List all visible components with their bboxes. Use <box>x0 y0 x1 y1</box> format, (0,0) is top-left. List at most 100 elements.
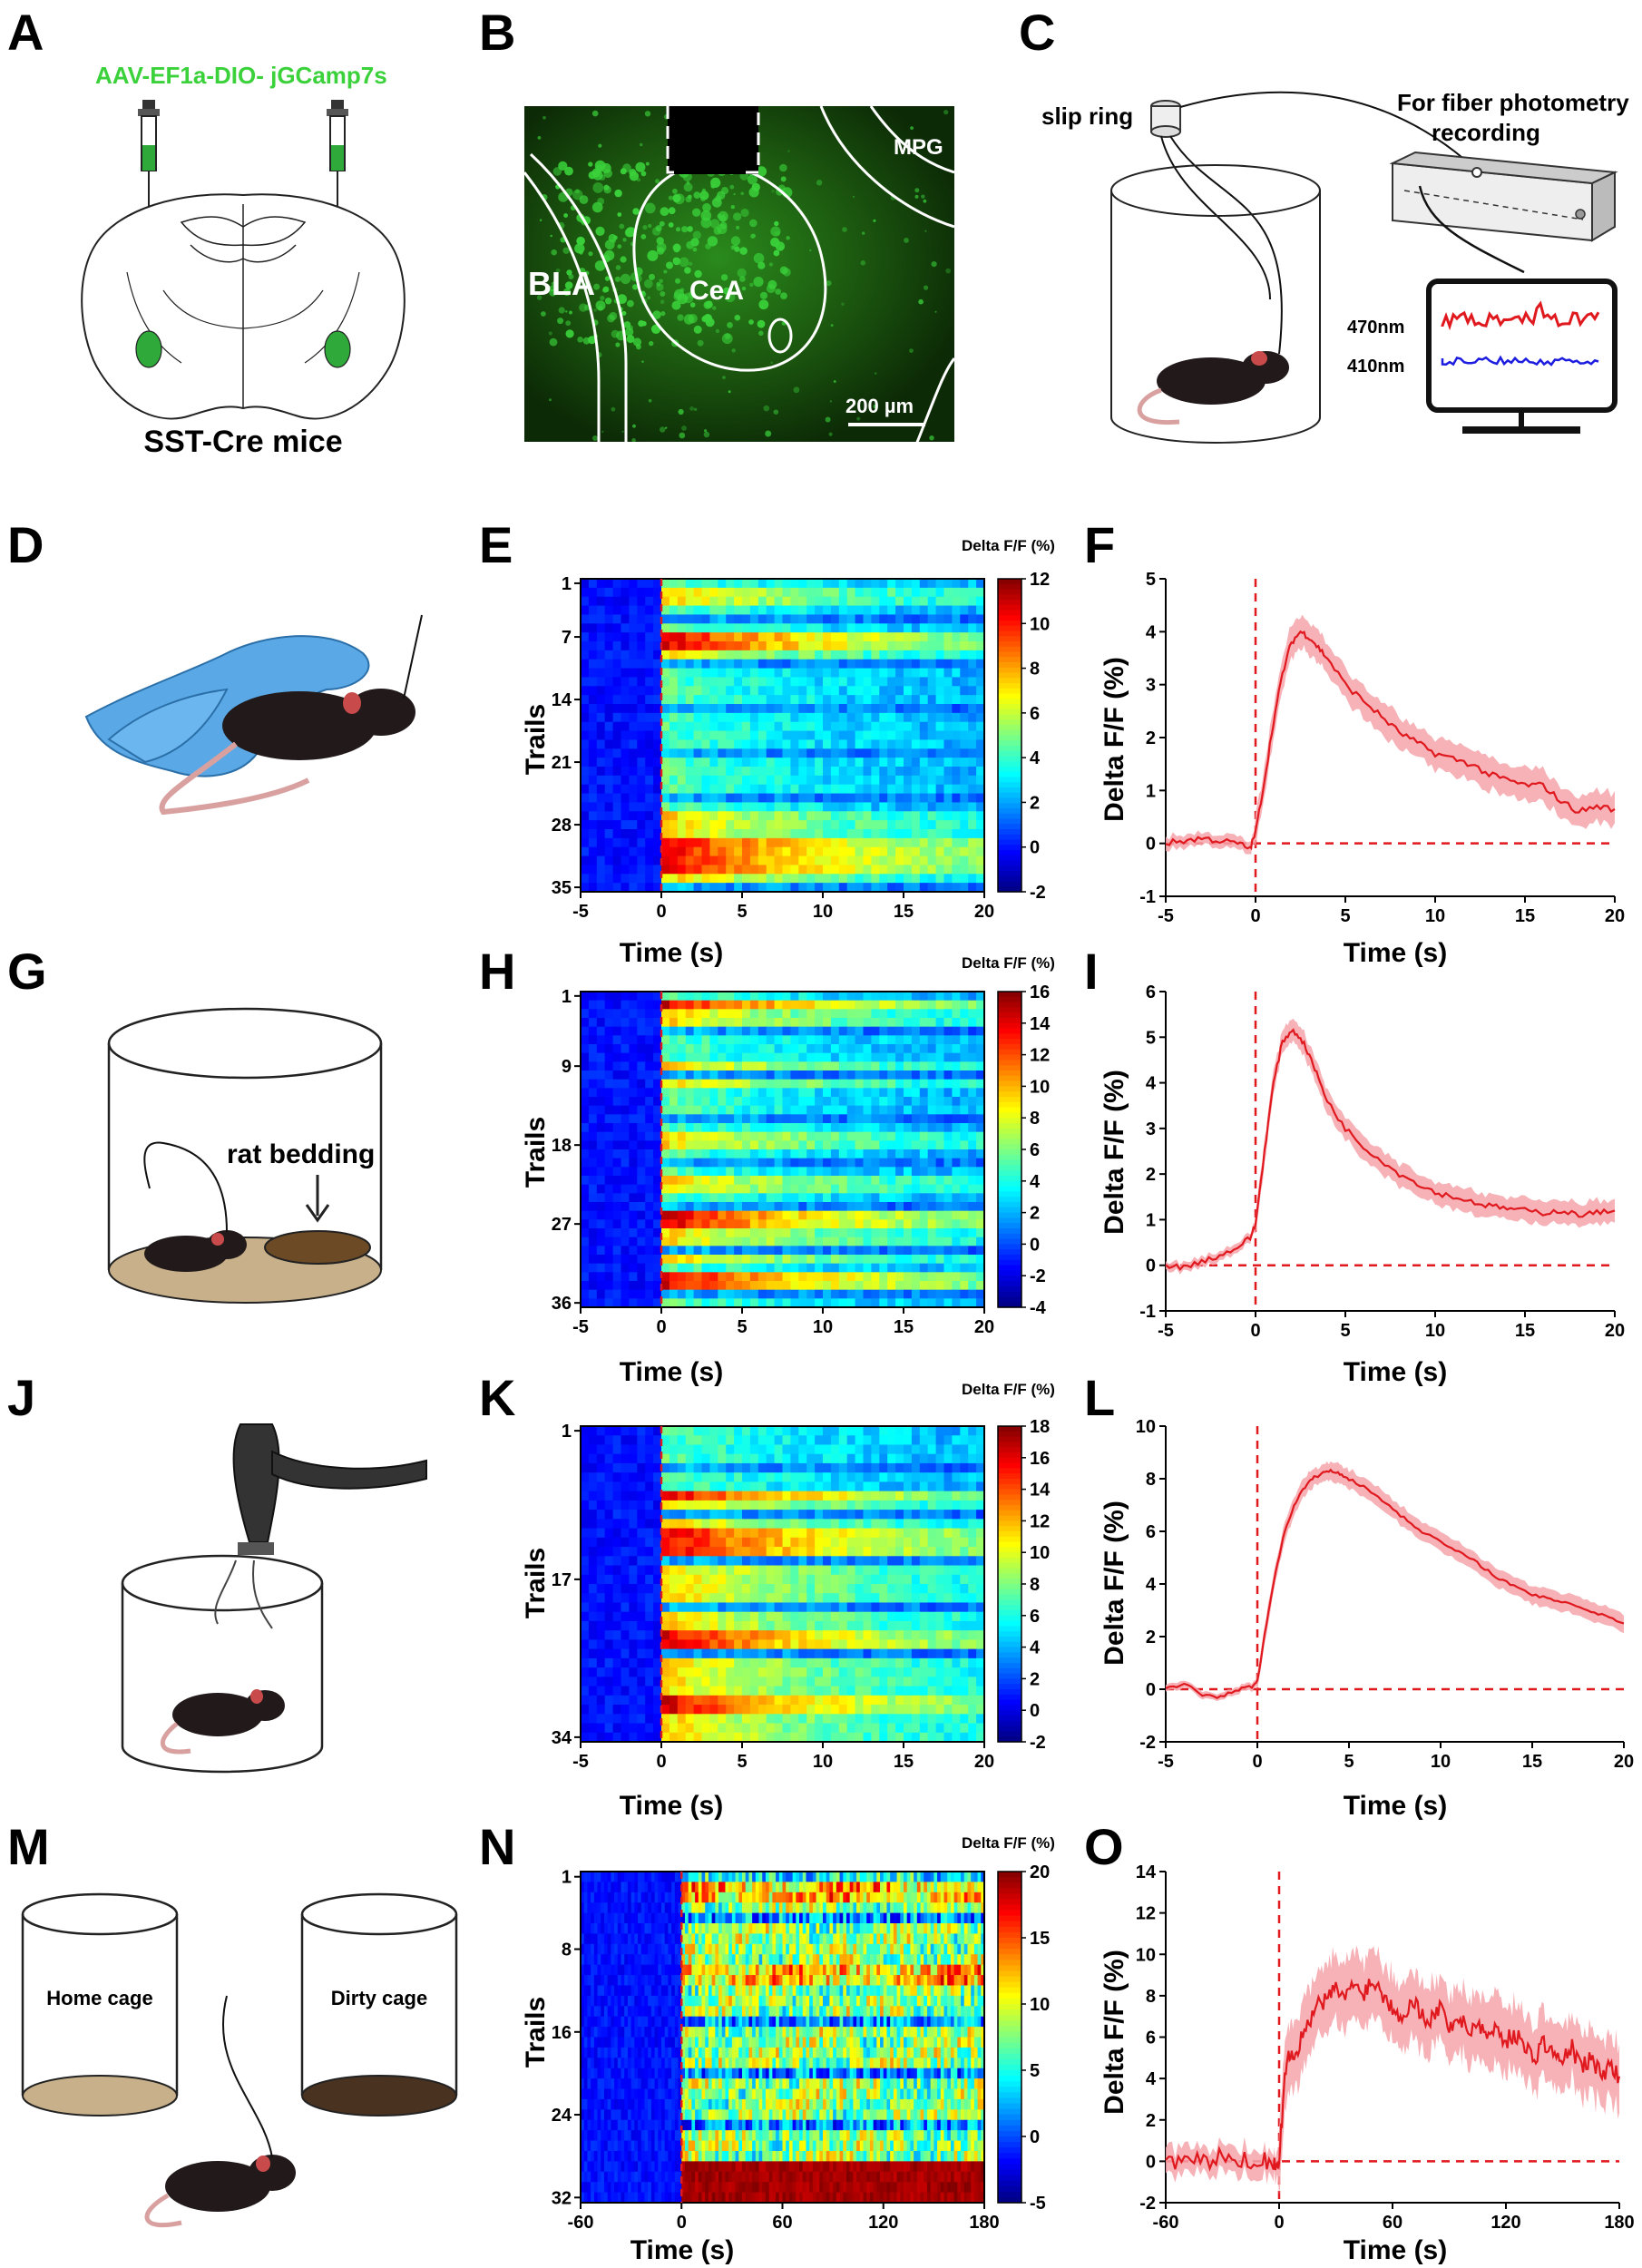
heatmap-cell-h <box>919 1131 929 1141</box>
heatmap-cell-e <box>927 855 937 866</box>
heatmap-cell-k <box>701 1472 710 1483</box>
heatmap-cell-k <box>669 1537 679 1548</box>
heatmap-cell-h <box>976 1140 985 1150</box>
heatmap-cell-e <box>855 775 865 786</box>
heatmap-cell-h <box>846 1202 856 1212</box>
heatmap-cell-e <box>782 846 791 857</box>
heatmap-cell-e <box>943 802 953 812</box>
colorbar-step-e <box>998 829 1021 836</box>
heatmap-cell-h <box>645 1281 654 1291</box>
heatmap-cell-h <box>943 1289 953 1299</box>
heatmap-cell-h <box>782 1026 791 1036</box>
heatmap-cell-e <box>734 695 743 705</box>
heatmap-cell-e <box>766 837 776 848</box>
heatmap-cell-h <box>823 992 832 1002</box>
heatmap-cell-k <box>895 1462 904 1473</box>
heatmap-cell-h <box>855 1272 865 1282</box>
heatmap-cell-e <box>685 605 695 616</box>
heatmap-cell-e <box>815 579 824 589</box>
heatmap-cell-e <box>879 802 888 812</box>
neuron-dot <box>617 294 627 304</box>
heatmap-cell-e <box>904 837 913 848</box>
heatmap-cell-h <box>718 1263 727 1273</box>
heatmap-cell-k <box>629 1556 638 1567</box>
colorbar-step-h <box>998 1107 1021 1113</box>
colorbar-step-h <box>998 1139 1021 1145</box>
heatmap-cell-e <box>734 775 743 786</box>
colorbar-step-e <box>998 808 1021 815</box>
heatmap-cell-e <box>863 605 872 616</box>
heatmap-cell-e <box>661 874 670 884</box>
heatmap-cell-k <box>766 1435 776 1446</box>
heatmap-cell-e <box>935 668 945 679</box>
heatmap-cell-h <box>806 1237 816 1246</box>
heatmap-cell-e <box>790 758 799 767</box>
heatmap-cell-k <box>612 1481 622 1492</box>
heatmap-cell-e <box>701 704 710 714</box>
heatmap-cell-e <box>653 587 662 598</box>
heatmap-cell-k <box>927 1491 937 1501</box>
heatmap-cell-e <box>653 767 662 777</box>
heatmap-cell-h <box>879 1176 888 1186</box>
heatmap-cell-e <box>960 855 969 866</box>
heatmap-cell-e <box>798 712 807 723</box>
heatmap-cell-k <box>718 1453 727 1464</box>
heatmap-cell-h <box>830 1123 840 1133</box>
heatmap-cell-k <box>895 1510 904 1520</box>
heatmap-cell-e <box>581 579 590 589</box>
heatmap-cell-h <box>798 1097 807 1107</box>
heatmap-cell-h <box>790 992 799 1002</box>
heatmap-cell-k <box>927 1547 937 1557</box>
heatmap-cell-k <box>734 1462 743 1473</box>
heatmap-cell-h <box>782 1228 791 1238</box>
heatmap-cell-e <box>701 829 710 839</box>
heatmap-cell-h <box>863 1281 872 1291</box>
heatmap-cell-e <box>823 721 832 732</box>
heatmap-cell-h <box>766 1210 776 1220</box>
heatmap-cell-h <box>968 1131 977 1141</box>
heatmap-cell-h <box>815 1061 824 1071</box>
heatmap-cell-e <box>588 677 598 687</box>
heatmap-cell-h <box>806 1210 816 1220</box>
neuron-dot <box>593 283 601 290</box>
heatmap-cell-h <box>968 1281 977 1291</box>
heatmap-cell-k <box>782 1528 791 1539</box>
heatmap-cell-e <box>846 677 856 687</box>
heatmap-cell-h <box>621 1298 630 1308</box>
heatmap-cell-e <box>693 704 703 714</box>
heatmap-cell-e <box>887 659 896 670</box>
heatmap-cell-k <box>943 1462 953 1473</box>
heatmap-cell-h <box>677 1009 687 1019</box>
heatmap-cell-e <box>863 811 872 821</box>
heatmap-cell-k <box>742 1528 751 1539</box>
heatmap-cell-h <box>806 1219 816 1229</box>
heatmap-cell-k <box>887 1500 896 1510</box>
heatmap-cell-e <box>612 596 622 607</box>
heatmap-cell-h <box>685 1026 695 1036</box>
heatmap-cell-e <box>976 730 985 741</box>
neuron-dot <box>725 292 736 303</box>
heatmap-cell-h <box>830 1219 840 1229</box>
heatmap-cell-e <box>968 596 977 607</box>
heatmap-cell-h <box>943 1219 953 1229</box>
colorbar-step-h <box>998 1291 1021 1297</box>
neuron-dot <box>626 335 635 344</box>
colorbar-step-e <box>998 579 1021 585</box>
neuron-dot <box>833 380 836 383</box>
heatmap-cell-h <box>919 1044 929 1054</box>
heatmap-cell-h <box>637 1123 646 1133</box>
heatmap-cell-h <box>774 1228 784 1238</box>
heatmap-cell-e <box>581 837 590 848</box>
heatmap-cell-k <box>806 1491 816 1501</box>
neuron-dot <box>704 429 708 433</box>
heatmap-cell-e <box>952 883 961 893</box>
heatmap-cell-e <box>588 641 598 651</box>
heatmap-cell-h <box>952 1228 961 1238</box>
heatmap-cell-k <box>919 1481 929 1492</box>
neuron-dot <box>686 181 690 185</box>
x-tick-label-i: 20 <box>1605 1321 1625 1341</box>
heatmap-cell-e <box>629 650 638 660</box>
heatmap-cell-h <box>798 1176 807 1186</box>
heatmap-cell-k <box>943 1426 953 1436</box>
